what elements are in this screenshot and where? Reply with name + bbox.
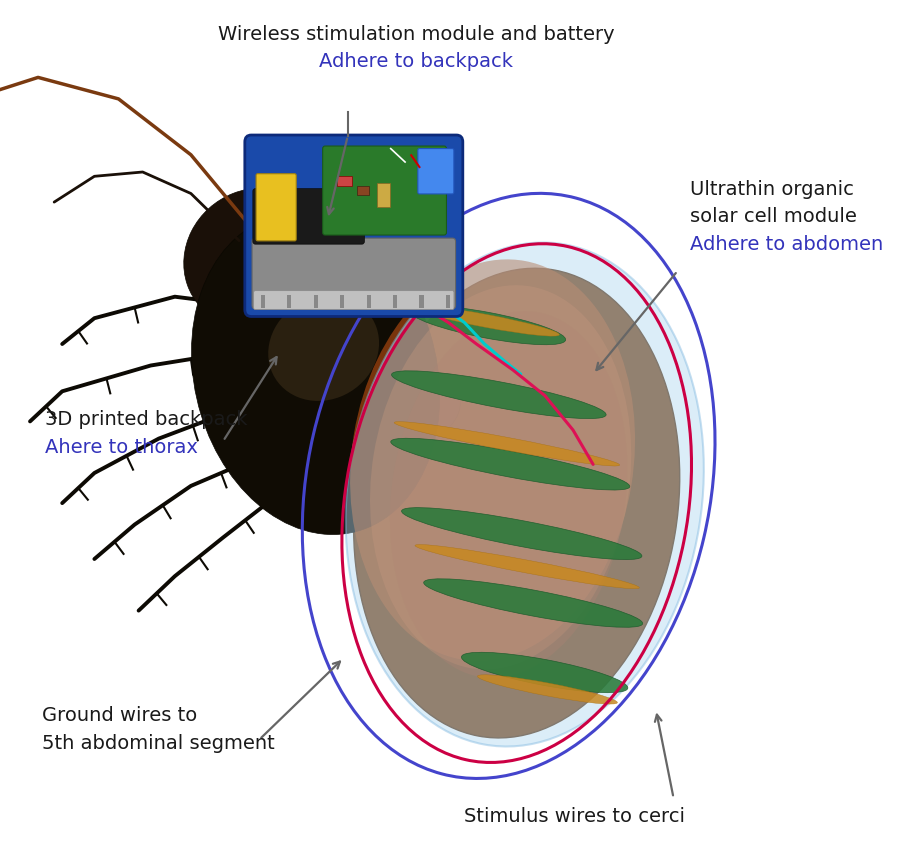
Ellipse shape <box>424 579 643 627</box>
FancyBboxPatch shape <box>256 174 296 241</box>
Ellipse shape <box>410 306 565 345</box>
Ellipse shape <box>401 507 642 560</box>
Ellipse shape <box>192 213 440 535</box>
Ellipse shape <box>354 268 680 738</box>
Bar <box>287 295 292 308</box>
Text: Wireless stimulation module and battery: Wireless stimulation module and battery <box>218 25 615 44</box>
Ellipse shape <box>390 311 627 678</box>
Ellipse shape <box>370 286 631 669</box>
Text: 5th abdominal segment: 5th abdominal segment <box>42 734 274 752</box>
FancyBboxPatch shape <box>253 188 364 244</box>
FancyBboxPatch shape <box>418 149 454 194</box>
Bar <box>314 295 318 308</box>
Ellipse shape <box>392 371 606 419</box>
Ellipse shape <box>350 260 635 660</box>
Text: Stimulus wires to cerci: Stimulus wires to cerci <box>464 808 686 826</box>
Text: Ultrathin organic: Ultrathin organic <box>689 180 853 199</box>
Bar <box>377 183 391 207</box>
Text: Adhere to backpack: Adhere to backpack <box>320 52 513 71</box>
Text: 3D printed backpack: 3D printed backpack <box>44 410 247 429</box>
Bar <box>340 295 344 308</box>
Ellipse shape <box>184 188 327 328</box>
Text: Ground wires to: Ground wires to <box>42 706 197 725</box>
Ellipse shape <box>268 296 379 401</box>
Ellipse shape <box>394 421 620 466</box>
FancyBboxPatch shape <box>252 238 455 309</box>
Bar <box>357 186 368 194</box>
Bar <box>366 295 371 308</box>
Bar <box>446 295 450 308</box>
Text: solar cell module: solar cell module <box>689 207 857 226</box>
Bar <box>393 295 397 308</box>
Ellipse shape <box>391 439 630 490</box>
Text: Adhere to abdomen: Adhere to abdomen <box>689 235 883 254</box>
Bar <box>338 176 352 187</box>
Ellipse shape <box>415 544 639 589</box>
Bar <box>261 295 265 308</box>
FancyBboxPatch shape <box>323 146 446 235</box>
FancyBboxPatch shape <box>245 135 463 316</box>
Ellipse shape <box>380 370 460 439</box>
Ellipse shape <box>462 652 628 692</box>
Ellipse shape <box>346 243 704 746</box>
FancyBboxPatch shape <box>254 291 454 310</box>
Ellipse shape <box>478 675 617 704</box>
Text: Ahere to thorax: Ahere to thorax <box>44 438 197 457</box>
Bar <box>419 295 424 308</box>
Ellipse shape <box>414 306 560 336</box>
